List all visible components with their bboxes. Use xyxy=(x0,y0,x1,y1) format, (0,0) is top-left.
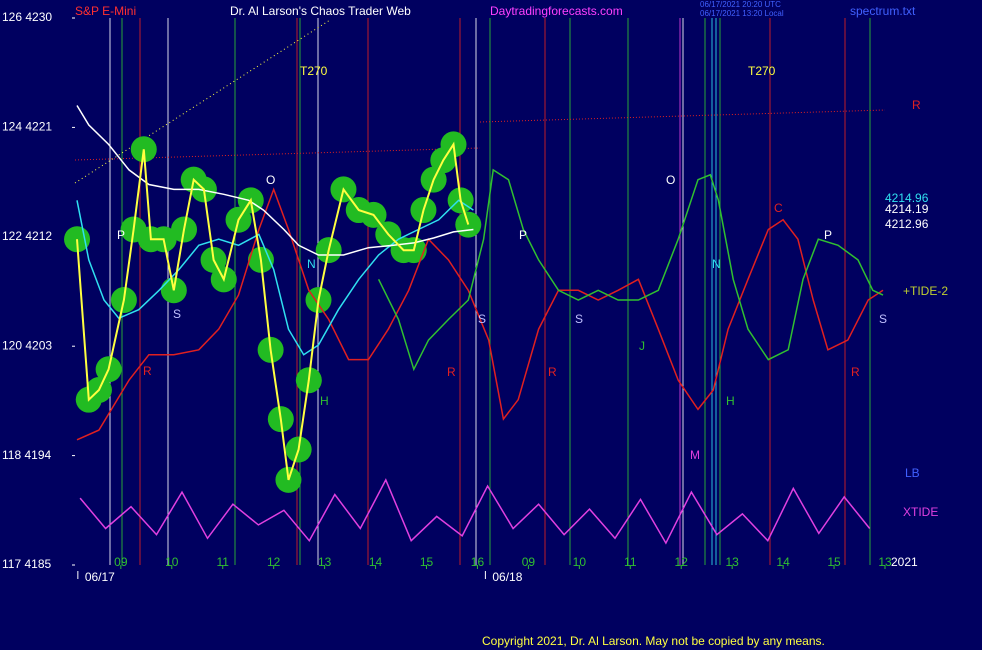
series-line xyxy=(76,141,470,481)
date-label: 06/18 xyxy=(492,570,522,584)
annotation: 4214.96 xyxy=(885,191,929,205)
annotation: N xyxy=(307,257,316,271)
series-line xyxy=(76,105,474,256)
chart-title: Dr. Al Larson's Chaos Trader Web xyxy=(230,4,411,18)
annotation: H xyxy=(726,394,735,408)
x-tick-label: 09 xyxy=(114,555,128,569)
timestamp: 06/17/2021 13:20 Local xyxy=(700,9,784,18)
annotation: S xyxy=(173,307,181,321)
series-line xyxy=(76,187,884,441)
annotation: R xyxy=(143,364,152,378)
annotation: O xyxy=(266,173,275,187)
y-tick-label: 118 4194 xyxy=(2,448,51,462)
timestamp: 06/17/2021 20:20 UTC xyxy=(700,0,781,9)
x-tick-label: 12 xyxy=(675,555,689,569)
annotation: O xyxy=(666,173,675,187)
instrument: S&P E-Mini xyxy=(75,4,136,18)
annotation: T270 xyxy=(748,64,776,78)
x-tick-label: 10 xyxy=(573,555,587,569)
trend-line xyxy=(74,19,331,184)
annotation: S xyxy=(575,312,583,326)
annotation: R xyxy=(851,365,860,379)
x-tick-label: 12 xyxy=(267,555,281,569)
annotation: R xyxy=(447,365,456,379)
year: 2021 xyxy=(891,555,918,569)
annotation: XTIDE xyxy=(903,505,938,519)
annotation: 4214.19 xyxy=(885,202,929,216)
x-tick-label: 14 xyxy=(776,555,790,569)
annotation: R xyxy=(912,98,921,112)
x-tick-label: 11 xyxy=(217,555,230,569)
copyright: Copyright 2021, Dr. Al Larson. May not b… xyxy=(482,634,825,648)
annotation: N xyxy=(712,257,721,271)
file-name: spectrum.txt xyxy=(850,4,916,18)
x-tick-label: 16 xyxy=(471,555,485,569)
x-tick-label: 11 xyxy=(624,555,637,569)
annotation: T270 xyxy=(300,64,328,78)
y-tick-label: 124 4221 xyxy=(2,120,52,134)
x-tick-label: 13 xyxy=(878,555,892,569)
annotation: M xyxy=(690,448,700,462)
x-tick-label: 13 xyxy=(725,555,739,569)
y-tick-label: 122 4212 xyxy=(2,229,52,243)
series-line xyxy=(79,478,871,545)
annotation: +TIDE-2 xyxy=(903,284,948,298)
annotation: C xyxy=(774,201,783,215)
annotation: R xyxy=(548,365,557,379)
annotation: P xyxy=(117,228,125,242)
annotation: P xyxy=(824,228,832,242)
x-tick-label: 14 xyxy=(369,555,383,569)
y-tick-label: 117 4185 xyxy=(2,557,51,571)
annotation: LB xyxy=(905,466,920,480)
y-tick-label: 126 4230 xyxy=(2,10,52,24)
annotation: 4212.96 xyxy=(885,217,929,231)
price-highlight xyxy=(455,211,482,238)
annotation: H xyxy=(320,394,329,408)
x-tick-label: 15 xyxy=(827,555,841,569)
date-label: 06/17 xyxy=(85,570,115,584)
annotation: P xyxy=(519,228,527,242)
y-tick-label: 120 4203 xyxy=(2,338,52,352)
x-tick-label: 15 xyxy=(420,555,434,569)
x-tick-label: 09 xyxy=(522,555,536,569)
series-line xyxy=(377,168,884,372)
annotation: S xyxy=(478,312,486,326)
annotation: J xyxy=(639,339,645,353)
x-tick-label: 13 xyxy=(318,555,332,569)
annotation: S xyxy=(879,312,887,326)
x-tick-label: 10 xyxy=(165,555,179,569)
website: Daytradingforecasts.com xyxy=(490,4,623,18)
series-line xyxy=(76,199,474,356)
